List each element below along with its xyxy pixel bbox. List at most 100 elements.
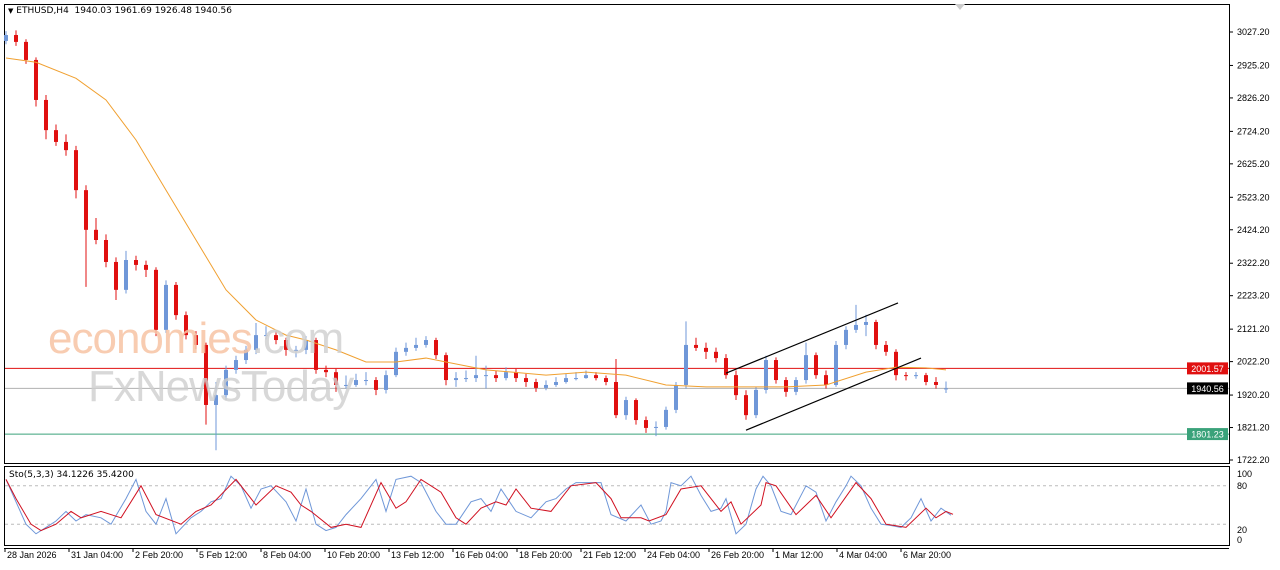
candle — [734, 370, 738, 401]
candle — [384, 370, 388, 394]
candle-body — [464, 378, 468, 380]
candle — [174, 281, 178, 320]
candle-body — [564, 378, 568, 383]
candle — [694, 337, 698, 351]
candle-body — [684, 344, 688, 385]
candle — [404, 342, 408, 356]
price-axis-label: 2223.20 — [1237, 291, 1270, 301]
price-axis-label: 2121.20 — [1237, 324, 1270, 334]
stochastic-axis-label: 0 — [1237, 535, 1242, 545]
candle — [544, 380, 548, 391]
candle — [614, 359, 618, 419]
candle-body — [724, 358, 728, 376]
time-axis-label: 28 Jan 2026 — [7, 550, 57, 560]
candle-body — [624, 400, 628, 416]
price-axis-label: 2022.20 — [1237, 357, 1270, 367]
candle — [204, 342, 208, 425]
candle-body — [824, 375, 828, 385]
candle-body — [74, 150, 78, 191]
time-axis-label: 21 Feb 12:00 — [583, 550, 636, 560]
candle-body — [704, 347, 708, 352]
candle-body — [714, 351, 718, 359]
candle — [804, 342, 808, 384]
candle — [234, 355, 238, 374]
candle-body — [884, 344, 888, 352]
time-axis-label: 24 Feb 04:00 — [647, 550, 700, 560]
candle-body — [134, 260, 138, 265]
candle — [704, 342, 708, 360]
candle — [444, 352, 448, 386]
price-axis-label: 2925.20 — [1237, 60, 1270, 70]
candle-body — [224, 369, 228, 396]
candle-body — [734, 375, 738, 396]
price-axis-label: 2625.20 — [1237, 159, 1270, 169]
current-price-tag — [1187, 382, 1228, 395]
candle — [604, 375, 608, 386]
candle-body — [834, 344, 838, 385]
candle — [744, 390, 748, 420]
candle-body — [894, 351, 898, 376]
price-axis-label: 2322.20 — [1237, 258, 1270, 268]
candle — [124, 250, 128, 294]
time-axis-label: 2 Feb 20:00 — [135, 550, 183, 560]
candle-body — [264, 335, 268, 337]
candle — [4, 31, 8, 45]
candle — [284, 337, 288, 356]
candle-body — [764, 360, 768, 390]
candle — [254, 322, 258, 355]
candle — [934, 377, 938, 389]
time-axis-label: 26 Feb 20:00 — [711, 550, 764, 560]
candle — [644, 416, 648, 433]
candle — [274, 331, 278, 345]
candle — [484, 365, 488, 389]
candle-body — [194, 335, 198, 345]
candle — [54, 124, 58, 146]
time-axis-label: 13 Feb 12:00 — [391, 550, 444, 560]
time-axis-label: 1 Mar 12:00 — [775, 550, 823, 560]
candle — [144, 260, 148, 278]
candle-body — [154, 269, 158, 330]
candle — [864, 314, 868, 337]
candle — [294, 345, 298, 358]
candle-body — [24, 41, 28, 60]
candle-body — [14, 35, 18, 42]
stochastic-axis-label: 20 — [1237, 525, 1247, 535]
candle — [184, 311, 188, 340]
candle-body — [424, 340, 428, 345]
candle-body — [44, 99, 48, 131]
candle-body — [494, 375, 498, 379]
support-price-tag — [1187, 428, 1228, 441]
stochastic-frame — [4, 466, 1230, 546]
candle-body — [934, 382, 938, 385]
candle — [564, 373, 568, 384]
candle-body — [94, 229, 98, 240]
candle-body — [304, 340, 308, 350]
candle-body — [504, 372, 508, 379]
candle-body — [314, 340, 318, 370]
stochastic-signal-line — [5, 478, 954, 532]
candle — [334, 368, 338, 392]
candle-body — [864, 321, 868, 325]
candle-body — [744, 395, 748, 416]
candle — [764, 355, 768, 394]
candle — [24, 39, 28, 64]
candle-body — [544, 384, 548, 388]
candle — [474, 355, 478, 383]
price-axis-label: 2424.20 — [1237, 225, 1270, 235]
candle — [364, 372, 368, 386]
candle-body — [814, 355, 818, 376]
price-axis-label: 1821.20 — [1237, 423, 1270, 433]
candle-body — [64, 141, 68, 151]
candle — [524, 373, 528, 387]
candle-body — [694, 344, 698, 348]
candle — [114, 257, 118, 301]
candle-body — [474, 375, 478, 379]
price-axis-label: 1722.20 — [1237, 455, 1270, 465]
support-price-label: 1801.23 — [1191, 430, 1224, 440]
triangle-down-icon[interactable]: ▼ — [8, 7, 14, 15]
candle-body — [844, 329, 848, 345]
candle-body — [414, 344, 418, 348]
candle-body — [254, 335, 258, 350]
